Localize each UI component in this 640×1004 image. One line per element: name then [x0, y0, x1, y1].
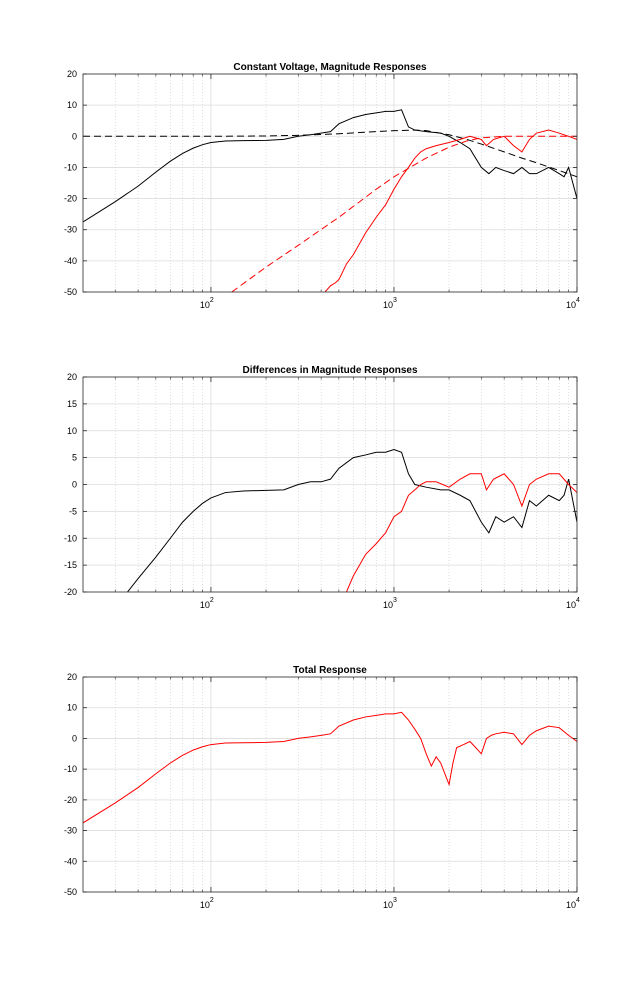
y-tick-label: 0	[72, 131, 77, 141]
plot-title: Total Response	[293, 665, 367, 676]
x-tick-label: 10	[200, 900, 210, 910]
y-tick-label: -20	[64, 587, 77, 597]
y-tick-label: -20	[64, 194, 77, 204]
y-tick-label: -20	[64, 795, 77, 805]
y-tick-label: -50	[64, 887, 77, 897]
x-tick-exponent: 2	[210, 297, 214, 304]
y-tick-label: 10	[67, 100, 77, 110]
x-tick-label: 10	[566, 600, 576, 610]
x-tick-exponent: 4	[576, 297, 580, 304]
x-tick-exponent: 3	[393, 897, 397, 904]
x-tick-label: 10	[566, 900, 576, 910]
y-tick-label: -10	[64, 533, 77, 543]
x-tick-label: 10	[200, 600, 210, 610]
x-tick-label: 10	[383, 600, 393, 610]
y-tick-label: 10	[67, 703, 77, 713]
y-tick-label: -40	[64, 856, 77, 866]
y-tick-label: -50	[64, 287, 77, 297]
x-tick-exponent: 3	[393, 597, 397, 604]
y-tick-label: 0	[72, 480, 77, 490]
y-tick-label: -40	[64, 256, 77, 266]
y-tick-label: 20	[67, 372, 77, 382]
y-tick-label: 0	[72, 733, 77, 743]
x-tick-exponent: 4	[576, 897, 580, 904]
y-tick-label: 15	[67, 399, 77, 409]
x-tick-exponent: 2	[210, 897, 214, 904]
series-line-3	[324, 129, 577, 292]
y-tick-label: -5	[69, 506, 77, 516]
y-tick-label: 5	[72, 453, 77, 463]
plot-frame	[82, 73, 578, 293]
series-line-4	[231, 135, 577, 292]
plot-area	[83, 74, 577, 292]
series-line-1	[83, 711, 577, 824]
y-tick-label: -10	[64, 764, 77, 774]
x-tick-label: 10	[383, 300, 393, 310]
plot-title: Constant Voltage, Magnitude Responses	[233, 62, 427, 73]
x-tick-exponent: 3	[393, 297, 397, 304]
x-tick-label: 10	[200, 300, 210, 310]
x-tick-label: 10	[383, 900, 393, 910]
x-tick-exponent: 2	[210, 597, 214, 604]
plot-title: Differences in Magnitude Responses	[242, 365, 417, 376]
series-line-2	[83, 129, 577, 178]
series-line-2	[345, 473, 577, 592]
plot-frame	[82, 676, 578, 893]
y-tick-label: -10	[64, 162, 77, 172]
plot-area	[83, 677, 577, 892]
x-tick-exponent: 4	[576, 597, 580, 604]
series-line-1	[83, 109, 577, 223]
x-tick-label: 10	[566, 300, 576, 310]
y-tick-label: -30	[64, 225, 77, 235]
y-tick-label: -15	[64, 560, 77, 570]
y-tick-label: -30	[64, 826, 77, 836]
y-tick-label: 20	[67, 672, 77, 682]
y-tick-label: 20	[67, 69, 77, 79]
series-line-1	[127, 449, 577, 592]
y-tick-label: 10	[67, 426, 77, 436]
